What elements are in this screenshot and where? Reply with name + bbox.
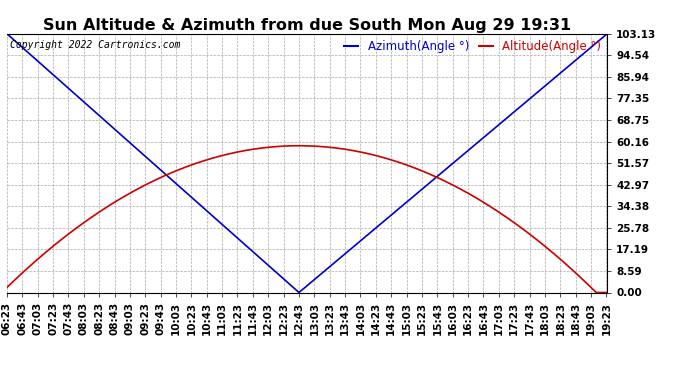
Title: Sun Altitude & Azimuth from due South Mon Aug 29 19:31: Sun Altitude & Azimuth from due South Mo… bbox=[43, 18, 571, 33]
Text: Copyright 2022 Cartronics.com: Copyright 2022 Cartronics.com bbox=[10, 40, 180, 50]
Legend: Azimuth(Angle °), Altitude(Angle °): Azimuth(Angle °), Altitude(Angle °) bbox=[339, 35, 606, 57]
